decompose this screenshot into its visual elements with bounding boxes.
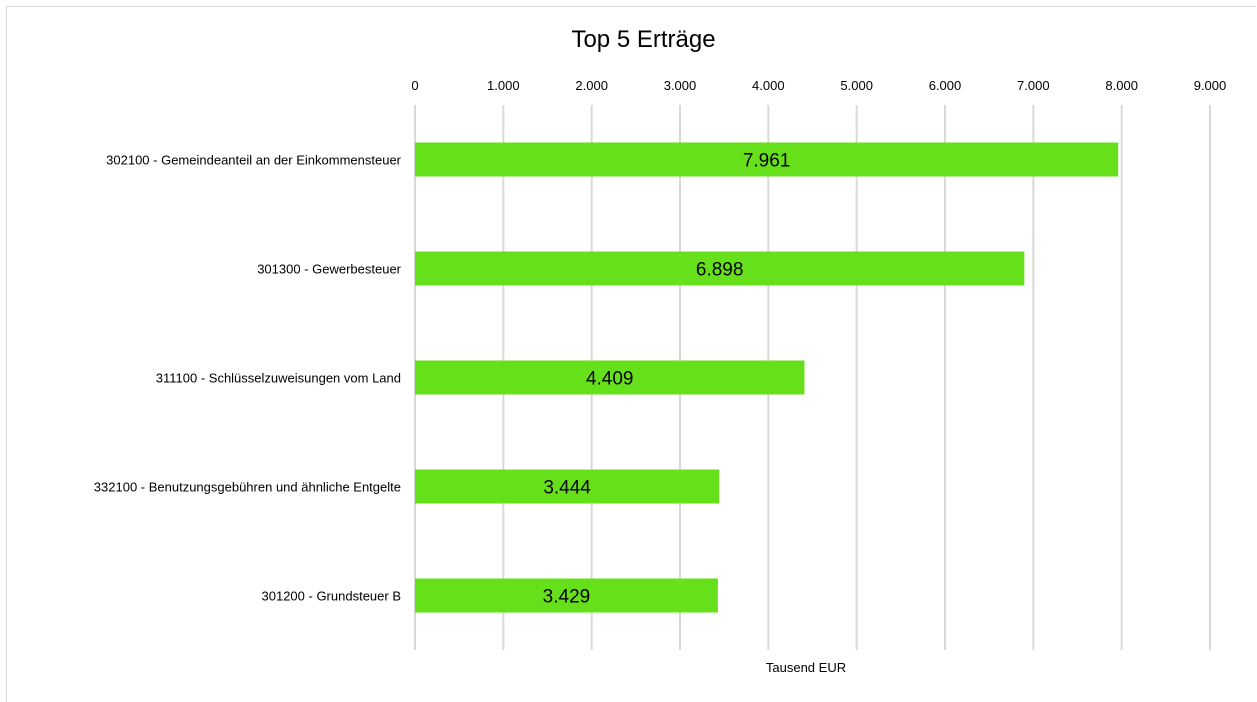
x-axis-label: Tausend EUR: [766, 660, 846, 675]
bar: [415, 360, 805, 395]
x-tick-label: 6.000: [929, 78, 962, 93]
data-label: 3.444: [543, 478, 591, 499]
bar: [415, 251, 1025, 286]
x-tick-label: 7.000: [1017, 78, 1050, 93]
x-tick-label: 1.000: [487, 78, 520, 93]
x-tick-label: 5.000: [840, 78, 873, 93]
data-label: 6.898: [696, 260, 744, 281]
category-label: 301300 - Gewerbesteuer: [257, 262, 401, 277]
chart-title: Top 5 Erträge: [571, 26, 716, 53]
x-tick-label: 4.000: [752, 78, 785, 93]
x-tick-label: 2.000: [575, 78, 608, 93]
bar: [415, 469, 720, 504]
x-tick-label: 3.000: [664, 78, 697, 93]
x-tick-label: 9.000: [1194, 78, 1227, 93]
category-label: 302100 - Gemeindeanteil an der Einkommen…: [106, 153, 402, 168]
chart-frame: [6, 6, 1256, 702]
x-tick-label: 8.000: [1105, 78, 1138, 93]
bars: 7.961 6.898 4.409 3.444 3.429: [415, 142, 1119, 613]
x-axis-ticks: 0 1.000 2.000 3.000 4.000 5.000 6.000 7.000 8.00…: [411, 78, 1226, 93]
category-labels: 302100 - Gemeindeanteil an der Einkommen…: [94, 153, 402, 604]
category-label: 332100 - Benutzungsgebühren und ähnliche…: [94, 480, 401, 495]
x-tick-label: 0: [411, 78, 418, 93]
data-label: 7.961: [743, 151, 791, 172]
data-label: 3.429: [543, 587, 591, 608]
bar: [415, 142, 1119, 177]
bar: [415, 578, 718, 613]
category-label: 311100 - Schlüsselzuweisungen vom Land: [156, 371, 401, 386]
data-label: 4.409: [586, 369, 634, 390]
category-label: 301200 - Grundsteuer B: [262, 589, 401, 604]
